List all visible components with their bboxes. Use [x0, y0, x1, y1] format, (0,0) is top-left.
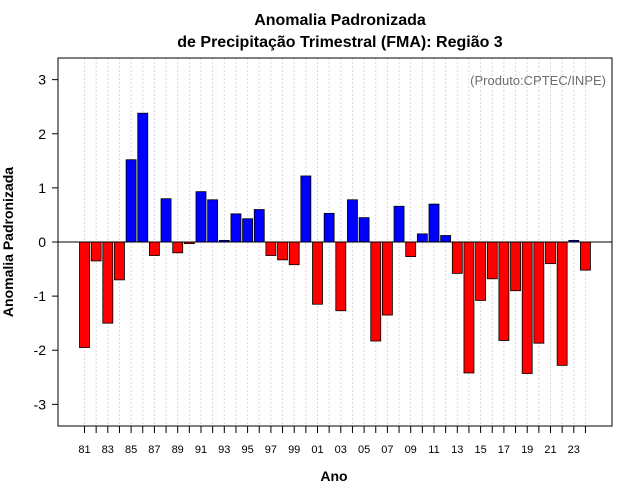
bar-82 — [90, 241, 102, 262]
bar-06 — [370, 241, 382, 342]
y-tick-label: 0 — [38, 234, 46, 250]
y-axis: -3 -2 -1 0 1 2 3 — [34, 72, 58, 412]
bar-02 — [323, 212, 335, 243]
x-tick-label: 09 — [405, 444, 417, 456]
bar-12 — [440, 235, 452, 243]
x-tick-label: 87 — [148, 444, 160, 456]
x-tick-label: 91 — [195, 444, 207, 456]
bar-97 — [265, 241, 277, 256]
bar-99 — [288, 241, 300, 266]
bar-11 — [428, 203, 440, 243]
bar-22 — [556, 241, 568, 366]
y-tick-label: 2 — [38, 126, 46, 142]
bar-14 — [463, 241, 475, 374]
x-tick-label: 23 — [568, 444, 580, 456]
bar-03 — [335, 241, 347, 312]
bar-86 — [137, 112, 149, 243]
x-tick-label: 03 — [335, 444, 347, 456]
x-tick-label: 17 — [498, 444, 510, 456]
bar-20 — [533, 241, 545, 344]
bar-07 — [381, 241, 393, 316]
bar-21 — [545, 241, 556, 265]
y-tick-label: -1 — [34, 288, 47, 304]
bar-91 — [195, 191, 207, 243]
x-tick-label: 81 — [78, 444, 90, 456]
bar-85 — [125, 159, 137, 243]
bar-94 — [230, 213, 242, 243]
bar-05 — [358, 217, 370, 243]
x-tick-label: 83 — [102, 444, 114, 456]
x-tick-label: 15 — [474, 444, 486, 456]
credit-text: (Produto:CPTEC/INPE) — [470, 73, 606, 88]
bar-92 — [207, 199, 219, 243]
x-tick-label: 85 — [125, 444, 137, 456]
bar-89 — [172, 241, 184, 254]
bar-10 — [416, 233, 428, 243]
x-tick-label: 11 — [428, 444, 439, 456]
x-tick-label: 19 — [521, 444, 533, 456]
x-axis-label: Ano — [320, 468, 347, 484]
bar-08 — [393, 205, 405, 243]
bar-15 — [475, 241, 487, 301]
x-tick-label: 13 — [451, 444, 463, 456]
y-tick-label: -3 — [34, 396, 47, 412]
x-tick-label: 93 — [218, 444, 230, 456]
x-tick-label: 97 — [265, 444, 277, 456]
bar-04 — [347, 199, 358, 243]
x-axis: 81 83 85 87 89 91 93 95 97 99 01 03 05 07 09 11 13 15 17 19… — [78, 426, 586, 456]
x-tick-label: 01 — [311, 444, 323, 456]
x-tick-label: 99 — [288, 444, 300, 456]
chart-title-line1: Anomalia Padronizada — [254, 12, 426, 29]
x-tick-label: 05 — [358, 444, 370, 456]
bar-83 — [102, 241, 114, 324]
bar-09 — [405, 241, 417, 258]
x-tick-label: 95 — [241, 444, 253, 456]
y-tick-label: 1 — [38, 180, 46, 196]
bar-01 — [312, 241, 323, 305]
bar-17 — [498, 241, 510, 341]
y-tick-label: -2 — [34, 342, 47, 358]
x-tick-label: 89 — [172, 444, 184, 456]
y-tick-label: 3 — [38, 72, 46, 88]
bar-19 — [521, 241, 533, 374]
x-tick-label: 07 — [381, 444, 393, 456]
bar-18 — [510, 241, 521, 292]
bar-24 — [580, 241, 591, 271]
bar-98 — [277, 241, 288, 261]
bar-00 — [300, 175, 312, 243]
bar-88 — [160, 198, 172, 243]
bar-81 — [79, 241, 90, 348]
bars — [79, 112, 591, 374]
chart-title-line2: de Precipitação Trimestral (FMA): Região… — [177, 34, 503, 51]
bar-87 — [148, 241, 160, 256]
bar-96 — [253, 209, 265, 243]
x-tick-label: 21 — [544, 444, 556, 456]
y-axis-label: Anomalia Padronizada — [0, 167, 16, 317]
bar-84 — [114, 241, 125, 281]
bar-95 — [242, 218, 254, 243]
bar-16 — [486, 241, 498, 280]
bar-13 — [451, 241, 463, 274]
